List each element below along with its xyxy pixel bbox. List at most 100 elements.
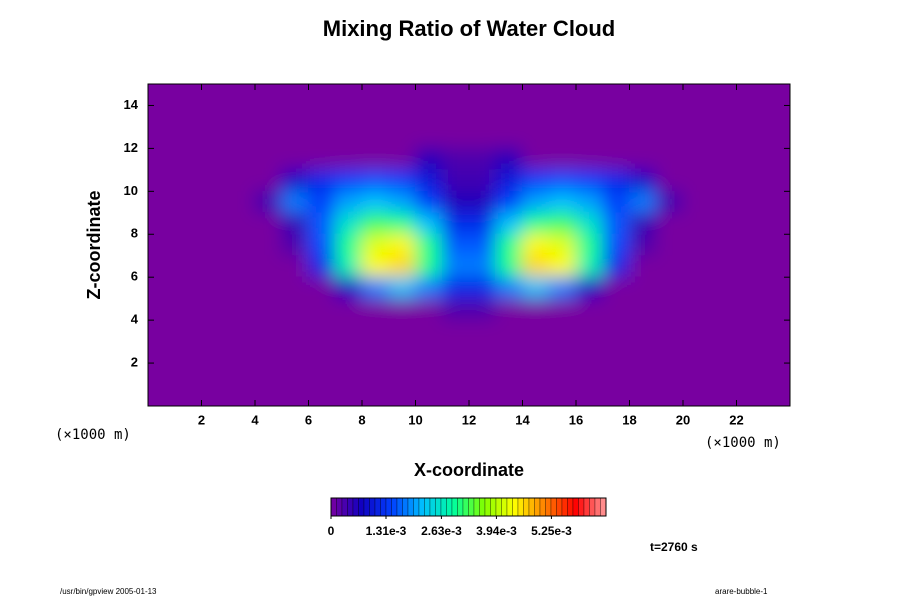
field-cell — [415, 169, 443, 192]
field-cell — [522, 341, 550, 364]
field-cell — [361, 212, 390, 235]
field-cell — [548, 147, 577, 171]
field-cell — [495, 104, 523, 128]
field-cell — [361, 126, 390, 149]
colorbar-swatch — [572, 497, 579, 517]
colorbar-swatch — [490, 497, 497, 517]
field-cell — [441, 255, 470, 278]
field-cell — [682, 190, 711, 214]
field-cell — [388, 233, 416, 257]
x-tick-label: 14 — [515, 412, 530, 427]
field-cell — [762, 169, 790, 192]
field-cell — [629, 319, 657, 343]
field-cell — [174, 84, 202, 106]
field-cell — [468, 319, 497, 343]
field-cell — [468, 147, 497, 171]
colorbar-swatch — [352, 497, 359, 517]
field-cell — [709, 298, 737, 321]
field-cell — [148, 233, 176, 257]
field-cell — [548, 233, 577, 257]
field-cell — [308, 147, 336, 171]
field-cell — [148, 384, 176, 406]
field-cell — [655, 341, 684, 364]
field-cell — [254, 212, 283, 235]
field-cell — [388, 169, 416, 192]
field-cell — [736, 147, 764, 171]
field-cell — [762, 341, 790, 364]
field-cell — [468, 341, 497, 364]
field-cell — [762, 84, 790, 106]
field-cell — [682, 298, 711, 321]
y-tick-label: 2 — [131, 355, 138, 370]
field-cell — [201, 384, 229, 406]
colorbar-swatch — [545, 497, 552, 517]
field-cell — [361, 319, 390, 343]
field-cell — [682, 384, 711, 406]
colorbar-swatch — [578, 497, 585, 517]
field-cell — [254, 104, 283, 128]
field-cell — [495, 212, 523, 235]
colorbar-swatch — [380, 497, 387, 517]
colorbar-swatch — [385, 497, 392, 517]
field-cell — [281, 233, 309, 257]
field-cell — [174, 147, 202, 171]
colorbar-tick-label: 2.63e-3 — [421, 524, 462, 538]
field — [148, 84, 790, 406]
field-cell — [201, 362, 229, 386]
colorbar-swatch — [446, 497, 453, 517]
field-cell — [495, 84, 523, 106]
field-cell — [227, 276, 256, 300]
field-cell — [441, 104, 470, 128]
field-cell — [495, 126, 523, 149]
field-cell — [736, 190, 764, 214]
field-cell — [415, 190, 443, 214]
field-cell — [308, 169, 336, 192]
field-cell — [334, 319, 363, 343]
colorbar-swatch — [347, 497, 354, 517]
field-cell — [655, 233, 684, 257]
field-cell — [308, 276, 336, 300]
field-cell — [227, 298, 256, 321]
field-cell — [682, 84, 711, 106]
field-cell — [762, 104, 790, 128]
field-cell — [227, 169, 256, 192]
field-cell — [415, 341, 443, 364]
field-cell — [655, 319, 684, 343]
field-cell — [762, 255, 790, 278]
field-cell — [655, 298, 684, 321]
field-cell — [361, 362, 390, 386]
colorbar-swatch — [495, 497, 502, 517]
field-cell — [281, 384, 309, 406]
field-cell — [254, 341, 283, 364]
field-cell — [548, 255, 577, 278]
field-cell — [682, 104, 711, 128]
field-cells — [148, 84, 790, 406]
field-cell — [254, 384, 283, 406]
field-cell — [308, 362, 336, 386]
colorbar-tick-label: 3.94e-3 — [476, 524, 517, 538]
field-cell — [522, 84, 550, 106]
field-cell — [468, 84, 497, 106]
field-cell — [709, 84, 737, 106]
field-cell — [602, 255, 630, 278]
field-cell — [334, 384, 363, 406]
field-cell — [254, 126, 283, 149]
field-cell — [174, 255, 202, 278]
field-cell — [334, 147, 363, 171]
field-cell — [441, 126, 470, 149]
x-tick-label: 22 — [729, 412, 743, 427]
field-cell — [495, 255, 523, 278]
x-tick-label: 4 — [251, 412, 259, 427]
field-cell — [388, 384, 416, 406]
colorbar-swatch — [413, 497, 420, 517]
colorbar-swatch — [451, 497, 458, 517]
field-cell — [254, 233, 283, 257]
field-cell — [682, 362, 711, 386]
field-cell — [227, 341, 256, 364]
y-tick-label: 6 — [131, 269, 138, 284]
field-cell — [361, 384, 390, 406]
field-cell — [361, 255, 390, 278]
field-cell — [468, 104, 497, 128]
field-cell — [148, 212, 176, 235]
field-cell — [148, 255, 176, 278]
